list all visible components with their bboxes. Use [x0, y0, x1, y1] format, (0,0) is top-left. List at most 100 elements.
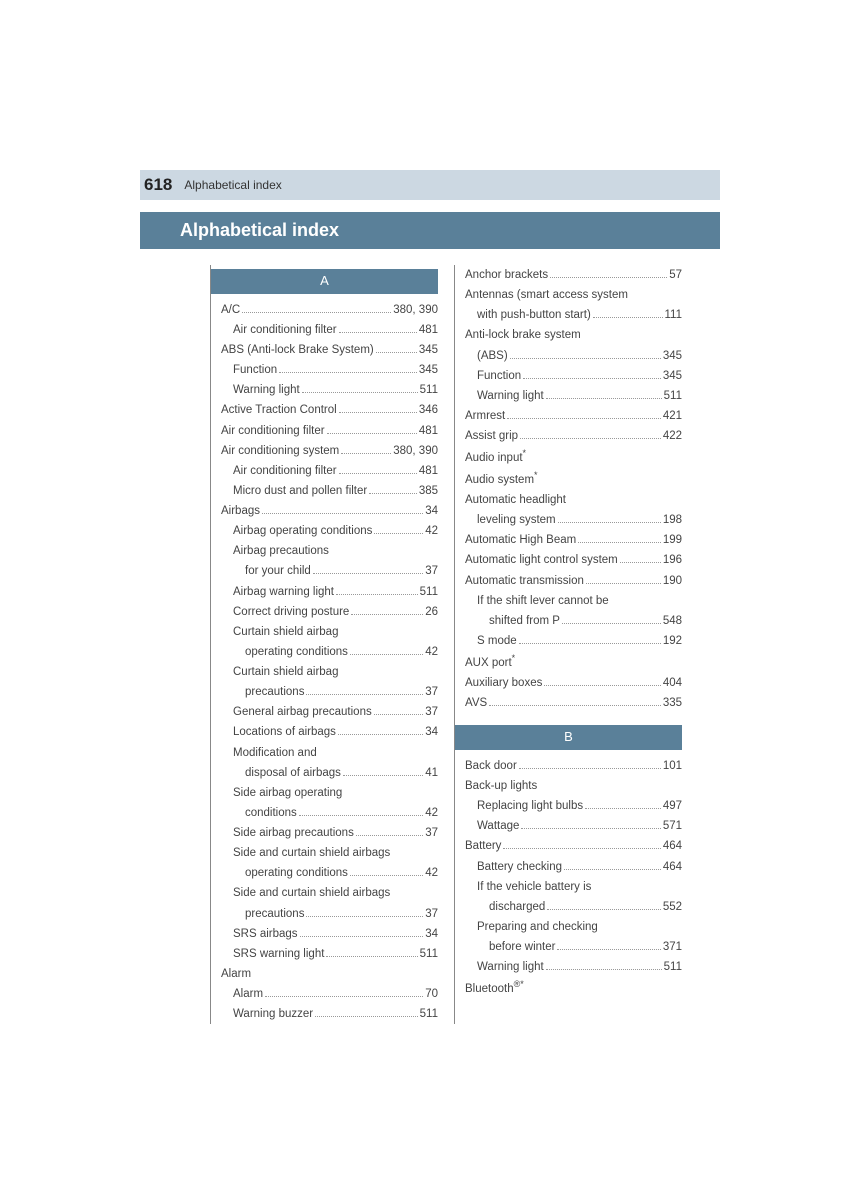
index-entry: Warning light511: [465, 957, 682, 977]
entry-label: Anti-lock brake system: [465, 325, 581, 345]
entry-label: Curtain shield airbag: [233, 622, 338, 642]
index-entry: Audio system*: [465, 468, 682, 490]
entry-label: Airbag precautions: [233, 541, 329, 561]
entry-label: Anchor brackets: [465, 265, 548, 285]
index-entry: Correct driving posture26: [221, 602, 438, 622]
entry-page: 70: [425, 984, 438, 1004]
index-entry: Back-up lights: [465, 776, 682, 796]
entry-page: 37: [425, 904, 438, 924]
index-entry: Air conditioning filter 481: [221, 421, 438, 441]
index-entry: Function345: [221, 360, 438, 380]
entry-label: Air conditioning filter: [221, 421, 325, 441]
entry-page: 34: [425, 501, 438, 521]
index-entry: Alarm: [221, 964, 438, 984]
entry-page: 42: [425, 803, 438, 823]
entry-page: 37: [425, 561, 438, 581]
index-entry: Replacing light bulbs497: [465, 796, 682, 816]
index-entry: precautions37: [221, 682, 438, 702]
index-entry: Side airbag precautions 37: [221, 823, 438, 843]
entry-label: A/C: [221, 300, 240, 320]
index-entry: AVS335: [465, 693, 682, 713]
index-entry: Warning light511: [221, 380, 438, 400]
entry-page: 548: [663, 611, 682, 631]
entry-page: 385: [419, 481, 438, 501]
entry-label: Air conditioning system: [221, 441, 339, 461]
index-entry: Wattage571: [465, 816, 682, 836]
entry-page: 37: [425, 702, 438, 722]
entry-page: 464: [663, 836, 682, 856]
entry-label: Function: [477, 366, 521, 386]
entry-label: discharged: [489, 897, 545, 917]
entry-label: before winter: [489, 937, 555, 957]
entry-page: 26: [425, 602, 438, 622]
index-entry: SRS airbags34: [221, 924, 438, 944]
index-entry: Airbag warning light511: [221, 582, 438, 602]
entry-label: Airbags: [221, 501, 260, 521]
entry-label: operating conditions: [245, 642, 348, 662]
entry-page: 380, 390: [393, 441, 438, 461]
entry-label: Micro dust and pollen filter: [233, 481, 367, 501]
entry-page: 421: [663, 406, 682, 426]
entry-label: for your child: [245, 561, 311, 581]
entry-label: Modification and: [233, 743, 317, 763]
index-entry: Warning light511: [465, 386, 682, 406]
index-entry: SRS warning light511: [221, 944, 438, 964]
entry-page: 481: [419, 421, 438, 441]
entry-label: Preparing and checking: [477, 917, 598, 937]
entry-label: If the shift lever cannot be: [477, 591, 609, 611]
entry-label: Warning buzzer: [233, 1004, 313, 1024]
entry-label: shifted from P: [489, 611, 560, 631]
section-a-entries: A/C 380, 390 Air conditioning filter 481 ABS…: [221, 300, 438, 1025]
index-entry: Micro dust and pollen filter 385: [221, 481, 438, 501]
entry-label: Replacing light bulbs: [477, 796, 583, 816]
entry-label: disposal of airbags: [245, 763, 341, 783]
entry-page: 335: [663, 693, 682, 713]
entry-label: AUX port*: [465, 651, 515, 673]
index-entry: AUX port*: [465, 651, 682, 673]
index-entry: leveling system198: [465, 510, 682, 530]
entry-page: 41: [425, 763, 438, 783]
index-entry: operating conditions 42: [221, 642, 438, 662]
entry-page: 42: [425, 642, 438, 662]
index-entry: Anti-lock brake system: [465, 325, 682, 345]
entry-label: ABS (Anti-lock Brake System): [221, 340, 374, 360]
entry-page: 34: [425, 924, 438, 944]
section-a-entries-cont: Anchor brackets57Antennas (smart access …: [465, 265, 682, 713]
entry-label: Auxiliary boxes: [465, 673, 542, 693]
index-entry: Airbag precautions: [221, 541, 438, 561]
entry-page: 196: [663, 550, 682, 570]
entry-label: If the vehicle battery is: [477, 877, 591, 897]
entry-label: with push-button start): [477, 305, 591, 325]
entry-label: Side airbag precautions: [233, 823, 354, 843]
entry-page: 111: [665, 305, 682, 325]
entry-page: 571: [663, 816, 682, 836]
entry-label: Battery: [465, 836, 501, 856]
entry-page: 37: [425, 823, 438, 843]
index-entry: Bluetooth®*: [465, 977, 682, 999]
entry-page: 345: [663, 366, 682, 386]
index-entry: Automatic headlight: [465, 490, 682, 510]
index-columns: A A/C380, 390Air conditioning filter481A…: [210, 265, 710, 1024]
entry-label: Airbag warning light: [233, 582, 334, 602]
entry-page: 552: [663, 897, 682, 917]
index-entry: If the vehicle battery is: [465, 877, 682, 897]
index-entry: Battery checking464: [465, 857, 682, 877]
index-entry: Function 345: [465, 366, 682, 386]
entry-label: Function: [233, 360, 277, 380]
index-entry: Back door101: [465, 756, 682, 776]
entry-page: 481: [419, 320, 438, 340]
entry-page: 42: [425, 521, 438, 541]
entry-label: Back door: [465, 756, 517, 776]
entry-label: precautions: [245, 682, 304, 702]
index-entry: Airbags 34: [221, 501, 438, 521]
entry-label: S mode: [477, 631, 517, 651]
page-number: 618: [140, 175, 184, 195]
index-entry: Assist grip422: [465, 426, 682, 446]
entry-label: Side and curtain shield airbags: [233, 843, 390, 863]
entry-page: 511: [664, 386, 682, 406]
index-entry: Locations of airbags34: [221, 722, 438, 742]
entry-label: Battery checking: [477, 857, 562, 877]
index-column-left: A A/C380, 390Air conditioning filter481A…: [210, 265, 450, 1024]
index-entry: Air conditioning system 380, 390: [221, 441, 438, 461]
index-entry: Preparing and checking: [465, 917, 682, 937]
